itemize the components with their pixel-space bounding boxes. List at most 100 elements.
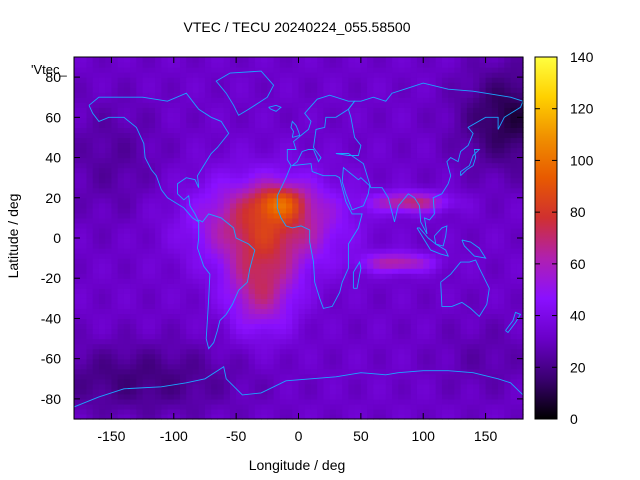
heatmap-cell [429,273,437,279]
heatmap-cell [161,92,169,98]
heatmap-cell [298,268,306,274]
heatmap-cell [429,408,437,415]
heatmap-cell [211,363,219,370]
heatmap-cell [460,97,468,103]
heatmap-cell [367,127,374,134]
heatmap-cell [441,172,449,179]
heatmap-cell [279,288,287,294]
heatmap-cell [329,383,337,390]
heatmap-cell [404,82,412,88]
heatmap-cell [504,187,512,194]
heatmap-cell [211,373,219,380]
heatmap-cell [373,197,381,204]
heatmap-cell [292,243,300,249]
heatmap-cell [130,368,137,375]
heatmap-cell [167,358,175,365]
heatmap-cell [105,87,113,93]
heatmap-cell [454,348,462,355]
heatmap-cell [248,137,256,144]
heatmap-cell [335,363,343,370]
heatmap-cell [192,157,200,164]
heatmap-cell [92,92,100,98]
heatmap-cell [460,232,468,239]
heatmap-cell [323,348,331,355]
heatmap-cell [441,343,449,350]
heatmap-cell [329,258,337,264]
heatmap-cell [398,102,406,108]
heatmap-cell [111,122,119,128]
heatmap-cell [473,238,480,244]
heatmap-cell [86,82,94,88]
heatmap-cell [267,348,275,355]
heatmap-cell [310,77,318,83]
heatmap-cell [229,182,237,189]
heatmap-cell [441,273,449,279]
heatmap-cell [136,328,144,335]
heatmap-cell [142,268,150,274]
heatmap-cell [491,152,499,159]
heatmap-cell [435,77,443,83]
heatmap-cell [448,142,456,149]
heatmap-cell [80,67,88,73]
heatmap-cell [80,182,88,189]
heatmap-cell [304,358,312,365]
heatmap-cell [354,263,362,269]
heatmap-cell [485,82,493,88]
heatmap-cell [155,127,162,134]
heatmap-cell [367,358,374,365]
heatmap-cell [491,313,499,320]
heatmap-cell [279,77,287,83]
heatmap-cell [392,222,399,229]
heatmap-cell [392,182,399,189]
heatmap-cell [423,253,431,259]
heatmap-cell [167,212,175,219]
heatmap-cell [217,162,225,169]
heatmap-cell [236,222,243,229]
heatmap-cell [105,348,113,355]
heatmap-cell [360,378,368,385]
heatmap-cell [441,278,449,284]
heatmap-cell [410,373,418,380]
heatmap-cell [286,278,293,284]
heatmap-cell [329,177,337,184]
heatmap-cell [279,313,287,320]
heatmap-cell [74,318,81,325]
heatmap-cell [516,283,524,289]
heatmap-cell [180,162,187,169]
heatmap-cell [236,187,243,194]
heatmap-cell [323,147,331,154]
heatmap-cell [373,187,381,194]
heatmap-cell [130,413,137,420]
heatmap-cell [167,393,175,400]
heatmap-cell [180,243,187,249]
heatmap-cell [86,278,94,284]
heatmap-cell [211,343,219,350]
heatmap-cell [229,192,237,199]
heatmap-cell [479,278,487,284]
heatmap-cell [435,333,443,340]
heatmap-cell [460,328,468,335]
heatmap-cell [392,303,399,309]
heatmap-cell [441,102,449,108]
heatmap-cell [192,363,200,370]
heatmap-cell [348,182,356,189]
heatmap-cell [454,162,462,169]
heatmap-cell [148,87,156,93]
heatmap-cell [491,333,499,340]
heatmap-cell [516,217,524,224]
heatmap-cell [485,358,493,365]
heatmap-cell [261,102,268,108]
heatmap-cell [279,253,287,259]
heatmap-cell [161,238,169,244]
heatmap-cell [323,308,331,315]
heatmap-cell [448,368,456,375]
heatmap-cell [236,117,243,123]
heatmap-cell [204,122,212,128]
heatmap-cell [286,172,293,179]
heatmap-cell [516,413,524,420]
heatmap-cell [398,217,406,224]
heatmap-cell [342,112,349,118]
heatmap-cell [317,82,325,88]
heatmap-cell [267,323,275,330]
heatmap-cell [192,187,200,194]
